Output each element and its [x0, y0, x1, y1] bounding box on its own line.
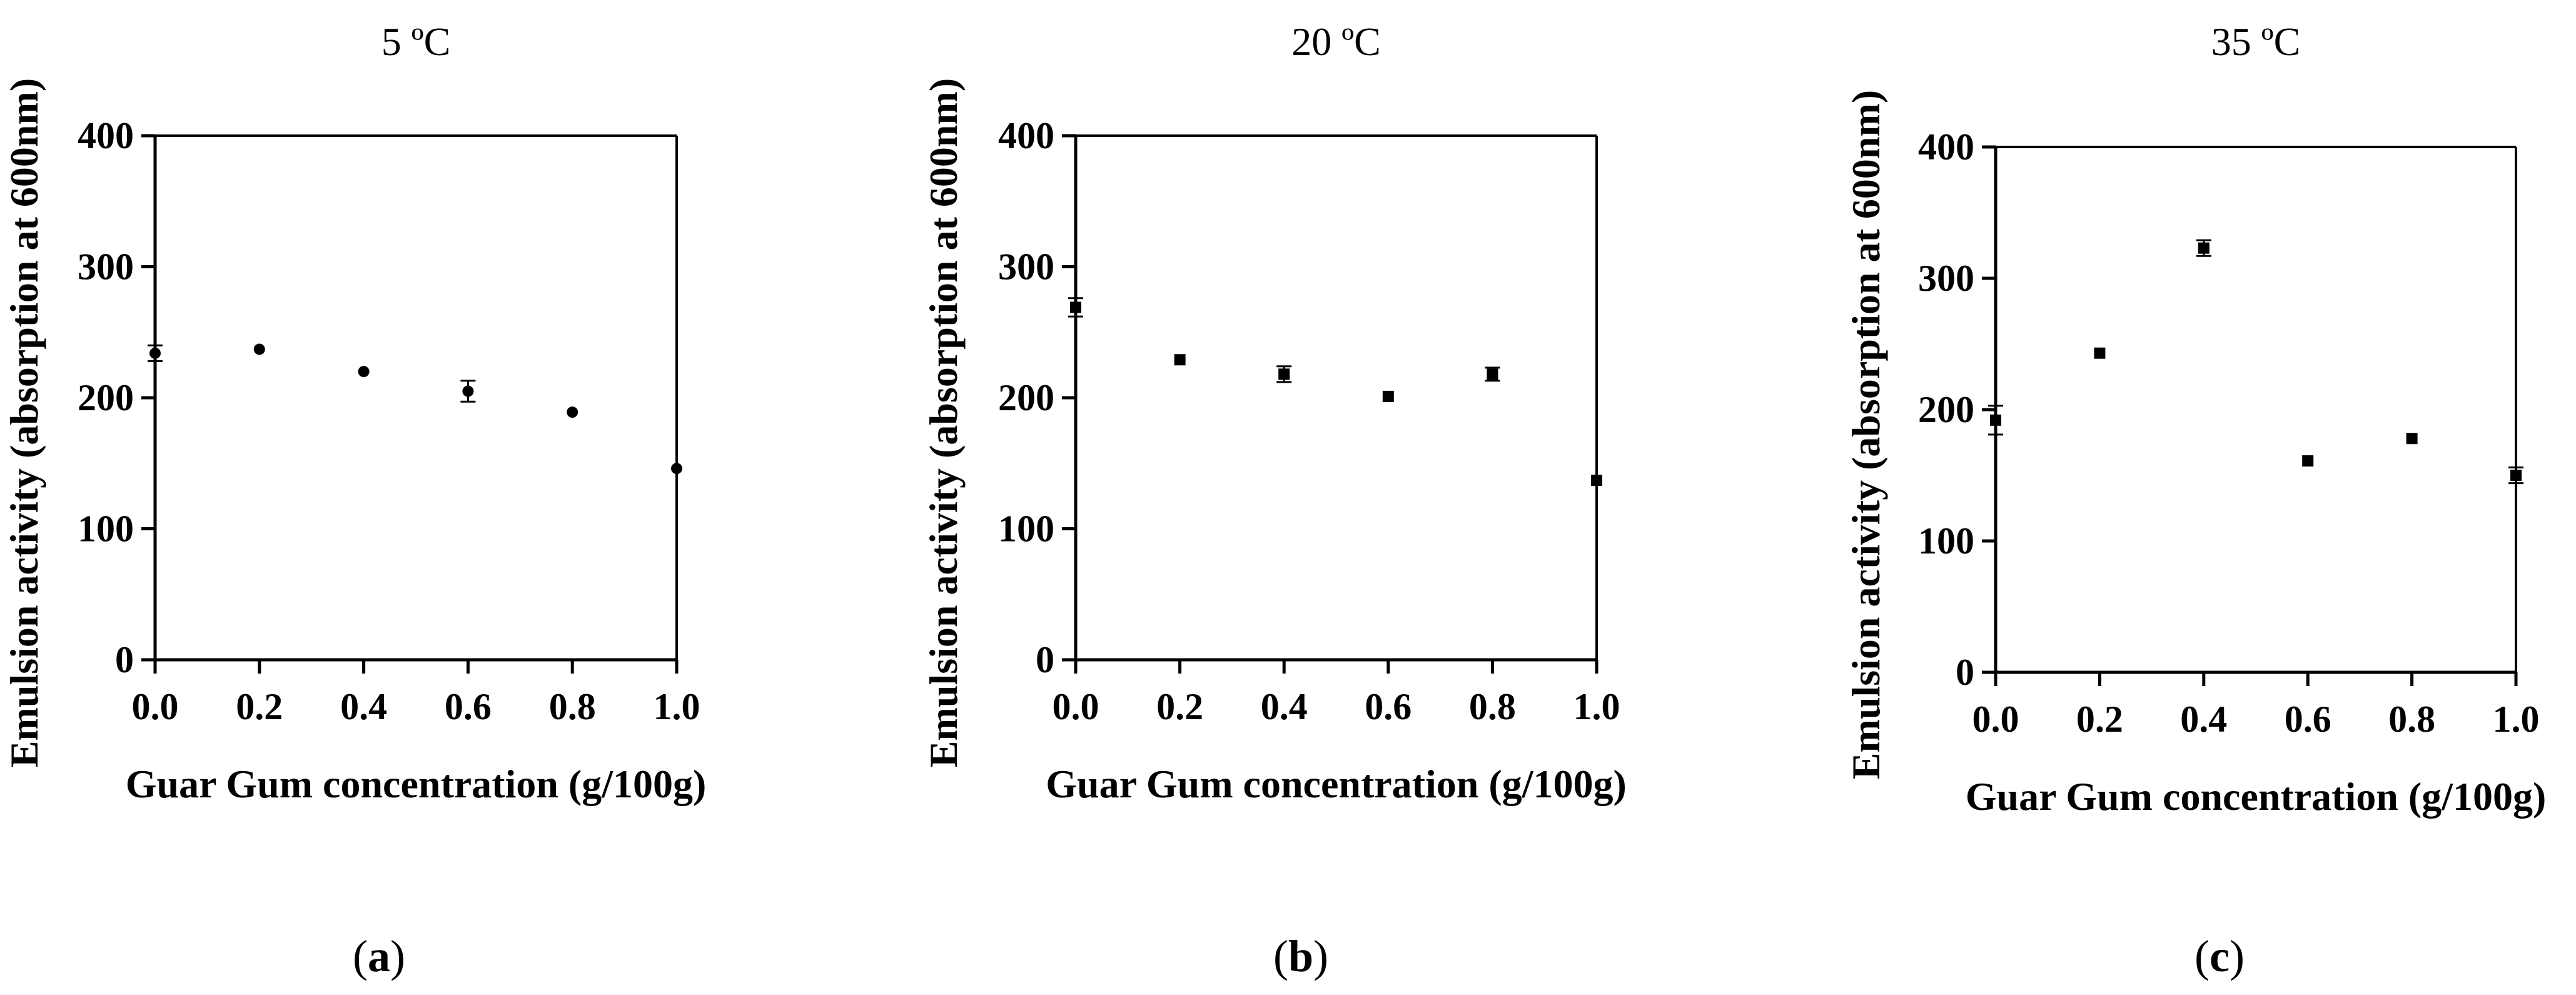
x-axis-label: Guar Gum concentration (g/100g) [126, 762, 707, 806]
x-tick-label: 1.0 [1573, 686, 1620, 727]
x-axis-label: Guar Gum concentration (g/100g) [1966, 774, 2547, 819]
y-tick-label: 200 [1918, 389, 1974, 430]
data-marker [1487, 368, 1498, 380]
data-marker [1070, 301, 1081, 313]
data-point [671, 463, 682, 475]
data-marker [1174, 354, 1186, 366]
x-tick-label: 0.8 [2388, 699, 2435, 740]
data-marker [149, 347, 161, 359]
panel-label: (b) [1273, 931, 1328, 981]
x-tick-label: 0.8 [549, 686, 596, 727]
data-point [1988, 405, 2003, 436]
x-tick-label: 0.6 [2285, 699, 2331, 740]
y-tick-label: 300 [1918, 258, 1974, 299]
x-tick-label: 0.6 [445, 686, 492, 727]
y-tick-label: 0 [115, 639, 134, 680]
y-axis-label: Emulsion activity (absorption at 600nm) [1844, 90, 1888, 779]
y-tick-label: 0 [1036, 639, 1054, 680]
x-tick-label: 0.4 [340, 686, 387, 727]
data-point [1068, 297, 1083, 318]
chart-title: 35 ºC [2211, 19, 2301, 64]
y-tick-label: 300 [998, 246, 1054, 288]
data-marker [2094, 347, 2106, 359]
data-point [2094, 347, 2106, 359]
x-tick-label: 0.2 [2076, 699, 2123, 740]
data-point [1591, 474, 1602, 486]
y-axis-label: Emulsion activity (absorption at 600nm) [921, 78, 966, 767]
data-marker [2302, 455, 2314, 467]
x-tick-label: 0.0 [1972, 699, 2019, 740]
y-tick-label: 300 [78, 246, 134, 288]
y-tick-label: 400 [1918, 126, 1974, 168]
data-point [567, 407, 578, 418]
data-marker [2198, 242, 2210, 254]
x-tick-label: 0.0 [1053, 686, 1099, 727]
y-tick-label: 0 [1956, 652, 1974, 693]
x-tick-label: 0.4 [1261, 686, 1308, 727]
data-marker [567, 407, 578, 418]
x-tick-label: 0.4 [2180, 699, 2227, 740]
data-point [2508, 466, 2523, 485]
x-tick-label: 0.2 [1156, 686, 1203, 727]
data-point [1276, 365, 1292, 383]
panel-label: (a) [353, 931, 405, 981]
data-point [148, 344, 163, 362]
data-point [1485, 366, 1500, 382]
data-marker [1990, 414, 2001, 426]
data-marker [1382, 390, 1394, 402]
data-point [2406, 433, 2418, 445]
chart-title: 5 ºC [381, 19, 451, 64]
data-marker [1278, 368, 1290, 380]
data-marker [2406, 433, 2418, 445]
data-point [460, 380, 476, 403]
chart-panel-c: 35 ºC 0 100 200 300 400 0.0 0.2 0.4 0.6 0.8 1.0 Guar… [1844, 19, 2546, 981]
data-point [253, 343, 265, 355]
panel-label: (c) [2195, 931, 2245, 981]
data-point [1382, 390, 1394, 402]
data-marker [2510, 470, 2522, 481]
x-tick-label: 0.6 [1365, 686, 1412, 727]
y-axis-label: Emulsion activity (absorption at 600nm) [2, 78, 46, 767]
x-axis-label: Guar Gum concentration (g/100g) [1046, 762, 1627, 806]
x-tick-label: 1.0 [2493, 699, 2540, 740]
chart-panel-b: 20 ºC 0 100 200 300 400 0.0 0.2 0.4 0.6 0.8 1.0 Guar… [921, 19, 1627, 981]
chart-panel-a: 5 ºC 0 100 200 300 400 0.0 0.2 0.4 0.6 0.8 1.0 Guar … [2, 19, 706, 981]
y-tick-label: 200 [78, 377, 134, 418]
y-tick-label: 200 [998, 377, 1054, 418]
data-marker [1591, 474, 1602, 486]
data-marker [671, 463, 682, 475]
y-tick-label: 100 [1918, 520, 1974, 562]
data-marker [253, 343, 265, 355]
y-tick-label: 100 [998, 508, 1054, 550]
y-tick-label: 400 [998, 115, 1054, 156]
data-marker [358, 366, 370, 378]
y-tick-label: 400 [78, 115, 134, 156]
x-tick-label: 0.2 [236, 686, 283, 727]
y-tick-label: 100 [78, 508, 134, 550]
data-point [2196, 239, 2211, 257]
x-tick-label: 0.0 [132, 686, 179, 727]
chart-title: 20 ºC [1291, 19, 1381, 64]
x-tick-label: 0.8 [1469, 686, 1516, 727]
data-point [1174, 354, 1186, 366]
data-marker [462, 385, 474, 397]
data-point [358, 366, 370, 378]
data-point [2302, 455, 2314, 467]
x-tick-label: 1.0 [654, 686, 700, 727]
